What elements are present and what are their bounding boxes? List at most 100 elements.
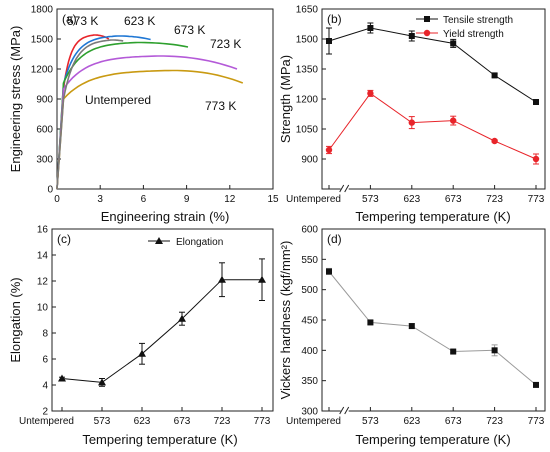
data-point	[450, 40, 457, 47]
axis-break-mark	[344, 406, 350, 415]
data-point	[532, 155, 540, 163]
data-point	[450, 117, 457, 124]
series-line-hardness	[328, 271, 537, 386]
panel-c-legend: Elongation	[148, 237, 223, 248]
axis-break-mark	[339, 184, 345, 193]
curve-773-k	[56, 69, 244, 190]
x-tick-label: 573	[362, 194, 379, 205]
legend-elongation-label: Elongation	[176, 237, 223, 248]
curve-label-untempered: Untempered	[85, 93, 151, 107]
data-point	[367, 25, 374, 31]
y-tick-label: 6	[42, 355, 48, 366]
y-tick-label: 0	[47, 185, 53, 196]
y-tick-label: 16	[37, 225, 49, 236]
x-tick-label: 723	[486, 194, 503, 205]
x-tick-label: 9	[184, 194, 190, 205]
x-tick-label: Untempered	[286, 194, 341, 205]
data-point	[58, 374, 66, 382]
y-tick-label: 400	[301, 346, 318, 357]
panel-d-letter: (d)	[327, 232, 342, 246]
legend-elongation-marker	[155, 237, 163, 244]
y-tick-label: 900	[36, 95, 53, 106]
curve-623-k	[56, 35, 151, 190]
x-tick-label: 673	[445, 416, 462, 427]
y-tick-label: 1350	[296, 65, 319, 76]
series-line-yield-strength	[328, 92, 537, 160]
curve-723-k	[56, 55, 238, 190]
x-tick-label: 573	[362, 416, 379, 427]
data-point	[450, 348, 457, 355]
axis-break-mark	[339, 406, 345, 415]
y-tick-label: 450	[301, 316, 318, 327]
y-tick-label: 300	[301, 407, 318, 418]
panel-d-xlabel: Tempering temperature (K)	[355, 432, 510, 447]
y-tick-label: 500	[301, 285, 318, 296]
series-line-tensile-strength	[328, 27, 537, 103]
x-tick-label: 723	[486, 416, 503, 427]
axis-break-mark	[344, 184, 350, 193]
panel-c-letter: (c)	[57, 232, 71, 246]
panel-a-ylabel: Engineering stress (MPa)	[8, 26, 23, 173]
panel-b: (b) Untempered 573 623 673 723 773 900 1050 1200…	[278, 5, 546, 224]
curve-label-673-k: 673 K	[174, 23, 205, 37]
axis-break-gap	[340, 186, 349, 192]
x-tick-label: 573	[94, 416, 111, 427]
y-tick-label: 1500	[296, 35, 319, 46]
data-point	[491, 347, 498, 354]
data-point	[491, 137, 498, 145]
data-point	[408, 33, 415, 39]
panel-d-frame	[321, 228, 546, 412]
y-tick-label: 1200	[296, 95, 319, 106]
y-tick-label: 550	[301, 255, 318, 266]
x-tick-label: 6	[141, 194, 147, 205]
panel-b-frame	[321, 8, 546, 190]
data-point	[533, 99, 539, 105]
x-tick-label: 673	[174, 416, 191, 427]
y-tick-label: 10	[37, 303, 49, 314]
data-point	[367, 90, 374, 97]
y-tick-label: 4	[42, 381, 48, 392]
y-tick-label: 14	[37, 251, 49, 262]
curve-label-773-k: 773 K	[205, 99, 236, 113]
panel-a: (a) 0 3 6 9 12 15 0 300 600 900 1200 1500 1800 573 K…	[8, 5, 279, 225]
curve-573-k	[56, 34, 110, 190]
data-point	[138, 349, 146, 357]
data-point	[408, 119, 415, 126]
y-tick-label: 1200	[31, 65, 54, 76]
legend-tensile-marker	[424, 16, 430, 22]
legend-tensile-label: Tensile strength	[443, 15, 513, 26]
panel-d: (d) Untempered 573 623 673 723 773 300 350 400 45…	[278, 225, 546, 447]
y-tick-label: 2	[42, 407, 48, 418]
series-line-elongation	[61, 279, 262, 383]
x-tick-label: 773	[528, 194, 545, 205]
y-tick-label: 600	[301, 225, 318, 236]
panel-b-letter: (b)	[327, 12, 342, 26]
x-tick-label: 623	[403, 194, 420, 205]
legend-yield-marker	[423, 29, 431, 37]
data-point	[491, 72, 498, 79]
legend-yield-label: Yield strength	[443, 29, 504, 40]
panel-c-xlabel: Tempering temperature (K)	[82, 432, 237, 447]
data-point	[326, 268, 332, 275]
x-tick-label: 12	[224, 194, 236, 205]
panel-b-legend: Tensile strength Yield strength	[416, 15, 513, 40]
y-tick-label: 12	[37, 277, 49, 288]
y-tick-label: 1800	[31, 5, 54, 16]
axis-break-gap	[340, 408, 349, 414]
y-tick-label: 300	[36, 155, 53, 166]
curve-label-723-k: 723 K	[210, 37, 241, 51]
x-tick-label: 3	[97, 194, 103, 205]
panel-c-ylabel: Elongation (%)	[8, 277, 23, 362]
panel-b-xlabel: Tempering temperature (K)	[355, 209, 510, 224]
y-tick-label: 1050	[296, 125, 319, 136]
curve-label-623-k: 623 K	[124, 14, 155, 28]
panel-b-ylabel: Strength (MPa)	[278, 55, 293, 143]
x-tick-label: 673	[445, 194, 462, 205]
y-tick-label: 900	[301, 155, 318, 166]
data-point	[98, 378, 106, 386]
data-point	[408, 323, 415, 330]
data-point	[325, 146, 333, 154]
y-tick-label: 1650	[296, 5, 319, 16]
panel-c: (c) Untempered 573 623 673 723 773 2 4 6 8 10 12 14 1…	[8, 225, 274, 447]
curve-untempered	[56, 39, 124, 190]
